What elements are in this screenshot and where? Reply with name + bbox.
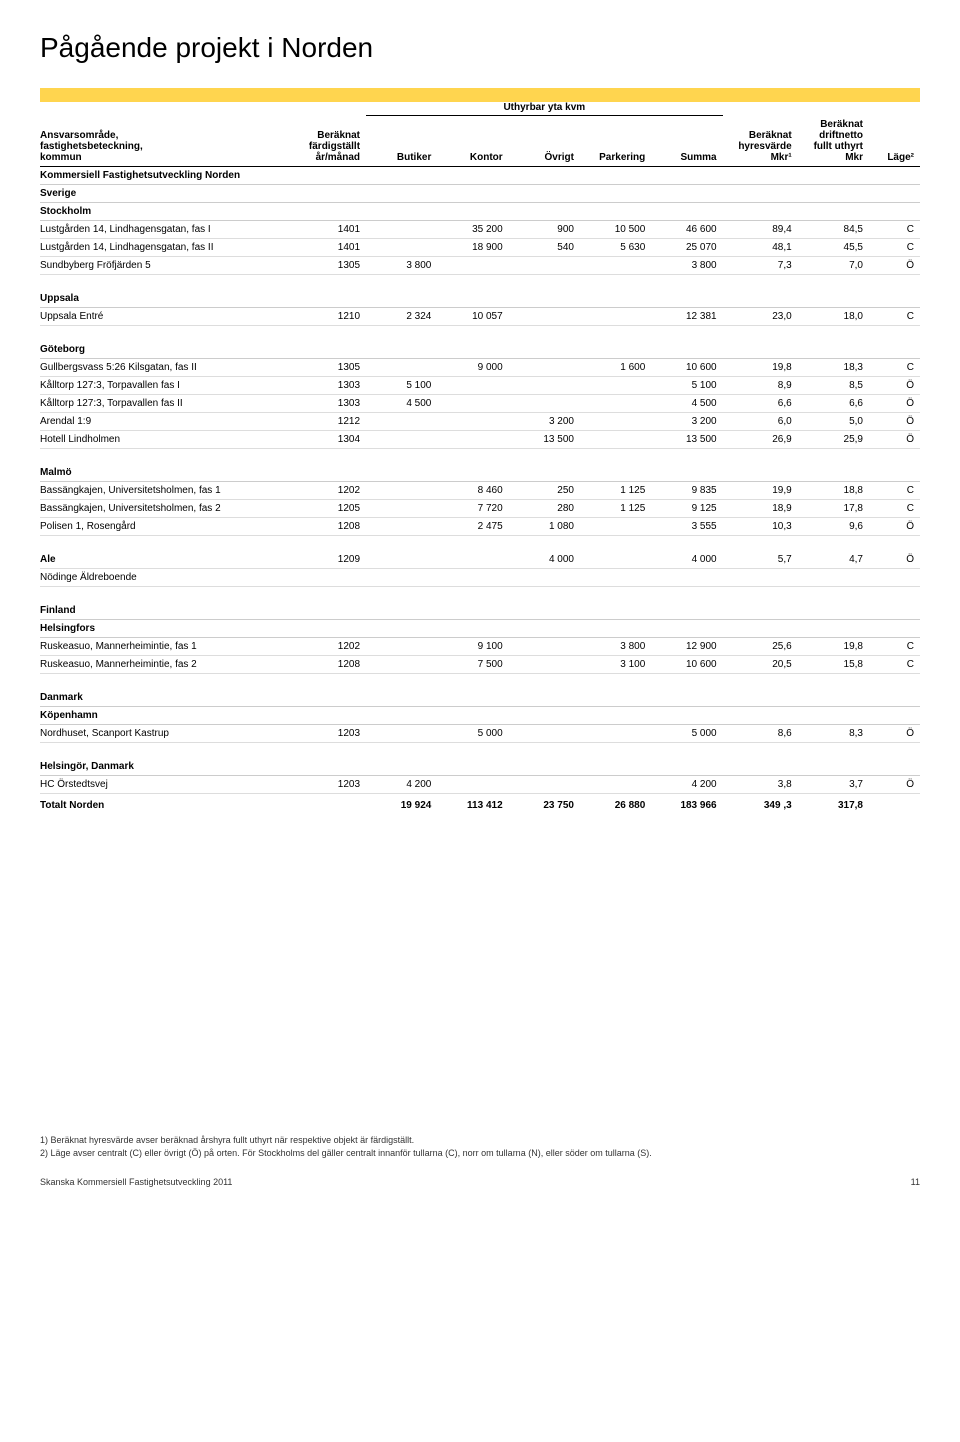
table-row: Bassängkajen, Universitetsholmen, fas 11… — [40, 481, 920, 499]
section-header: Köpenhamn — [40, 706, 920, 724]
section-header: Danmark — [40, 673, 920, 706]
table-row: Ruskeasuo, Mannerheimintie, fas 112029 1… — [40, 637, 920, 655]
table-row: Polisen 1, Rosengård12082 4751 0803 5551… — [40, 517, 920, 535]
section-header: Helsingör, Danmark — [40, 742, 920, 775]
table-row: Lustgården 14, Lindhagensgatan, fas I140… — [40, 220, 920, 238]
table-row: Lustgården 14, Lindhagensgatan, fas II14… — [40, 238, 920, 256]
section-header: Stockholm — [40, 202, 920, 220]
section-header: Göteborg — [40, 325, 920, 358]
section-header: Helsingfors — [40, 619, 920, 637]
col-summa: Summa — [651, 116, 722, 167]
table-row: Nödinge Äldreboende — [40, 568, 920, 586]
table-row: Kålltorp 127:3, Torpavallen fas II13034 … — [40, 394, 920, 412]
footer-right: 11 — [911, 1177, 920, 1187]
col-lage: Läge² — [869, 116, 920, 167]
section-header: Finland — [40, 586, 920, 619]
footnotes: 1) Beräknat hyresvärde avser beräknad år… — [40, 1134, 920, 1161]
table-row: Nordhuset, Scanport Kastrup12035 0005 00… — [40, 724, 920, 742]
col-kontor: Kontor — [437, 116, 508, 167]
table-row: Bassängkajen, Universitetsholmen, fas 21… — [40, 499, 920, 517]
total-row: Totalt Norden 19 924 113 412 23 750 26 8… — [40, 793, 920, 814]
projects-table: Uthyrbar yta kvm Ansvarsområde, fastighe… — [40, 88, 920, 814]
spanner-uthyrbar: Uthyrbar yta kvm — [366, 102, 723, 116]
table-row: Ruskeasuo, Mannerheimintie, fas 212087 5… — [40, 655, 920, 673]
section-header: Kommersiell Fastighetsutveckling Norden — [40, 166, 920, 184]
table-row: HC Örstedtsvej12034 2004 2003,83,7Ö — [40, 775, 920, 793]
table-row: Sundbyberg Fröfjärden 513053 8003 8007,3… — [40, 256, 920, 274]
table-row: Ale12094 0004 0005,74,7Ö — [40, 535, 920, 568]
table-row: Uppsala Entré12102 32410 05712 38123,018… — [40, 307, 920, 325]
page-title: Pågående projekt i Norden — [40, 32, 920, 64]
footnote-2: 2) Läge avser centralt (C) eller övrigt … — [40, 1147, 920, 1161]
header-row: Ansvarsområde, fastighetsbeteckning, kom… — [40, 116, 920, 167]
section-header: Sverige — [40, 184, 920, 202]
footnote-1: 1) Beräknat hyresvärde avser beräknad år… — [40, 1134, 920, 1148]
total-label: Totalt Norden — [40, 793, 285, 814]
col-hyresvarde: Beräknat hyresvärde Mkr¹ — [723, 116, 798, 167]
table-row: Kålltorp 127:3, Torpavallen fas I13035 1… — [40, 376, 920, 394]
section-header: Malmö — [40, 448, 920, 481]
col-butiker: Butiker — [366, 116, 437, 167]
col-ovrigt: Övrigt — [509, 116, 580, 167]
table-row: Hotell Lindholmen130413 50013 50026,925,… — [40, 430, 920, 448]
col-name: Ansvarsområde, fastighetsbeteckning, kom… — [40, 116, 285, 167]
table-row: Arendal 1:912123 2003 2006,05,0Ö — [40, 412, 920, 430]
col-year: Beräknat färdigställt år/månad — [285, 116, 367, 167]
page-footer: Skanska Kommersiell Fastighetsutveckling… — [40, 1177, 920, 1187]
col-parkering: Parkering — [580, 116, 651, 167]
table-row: Gullbergsvass 5:26 Kilsgatan, fas II1305… — [40, 358, 920, 376]
col-driftnetto: Beräknat driftnetto fullt uthyrt Mkr — [798, 116, 869, 167]
section-header: Uppsala — [40, 274, 920, 307]
footer-left: Skanska Kommersiell Fastighetsutveckling… — [40, 1177, 232, 1187]
